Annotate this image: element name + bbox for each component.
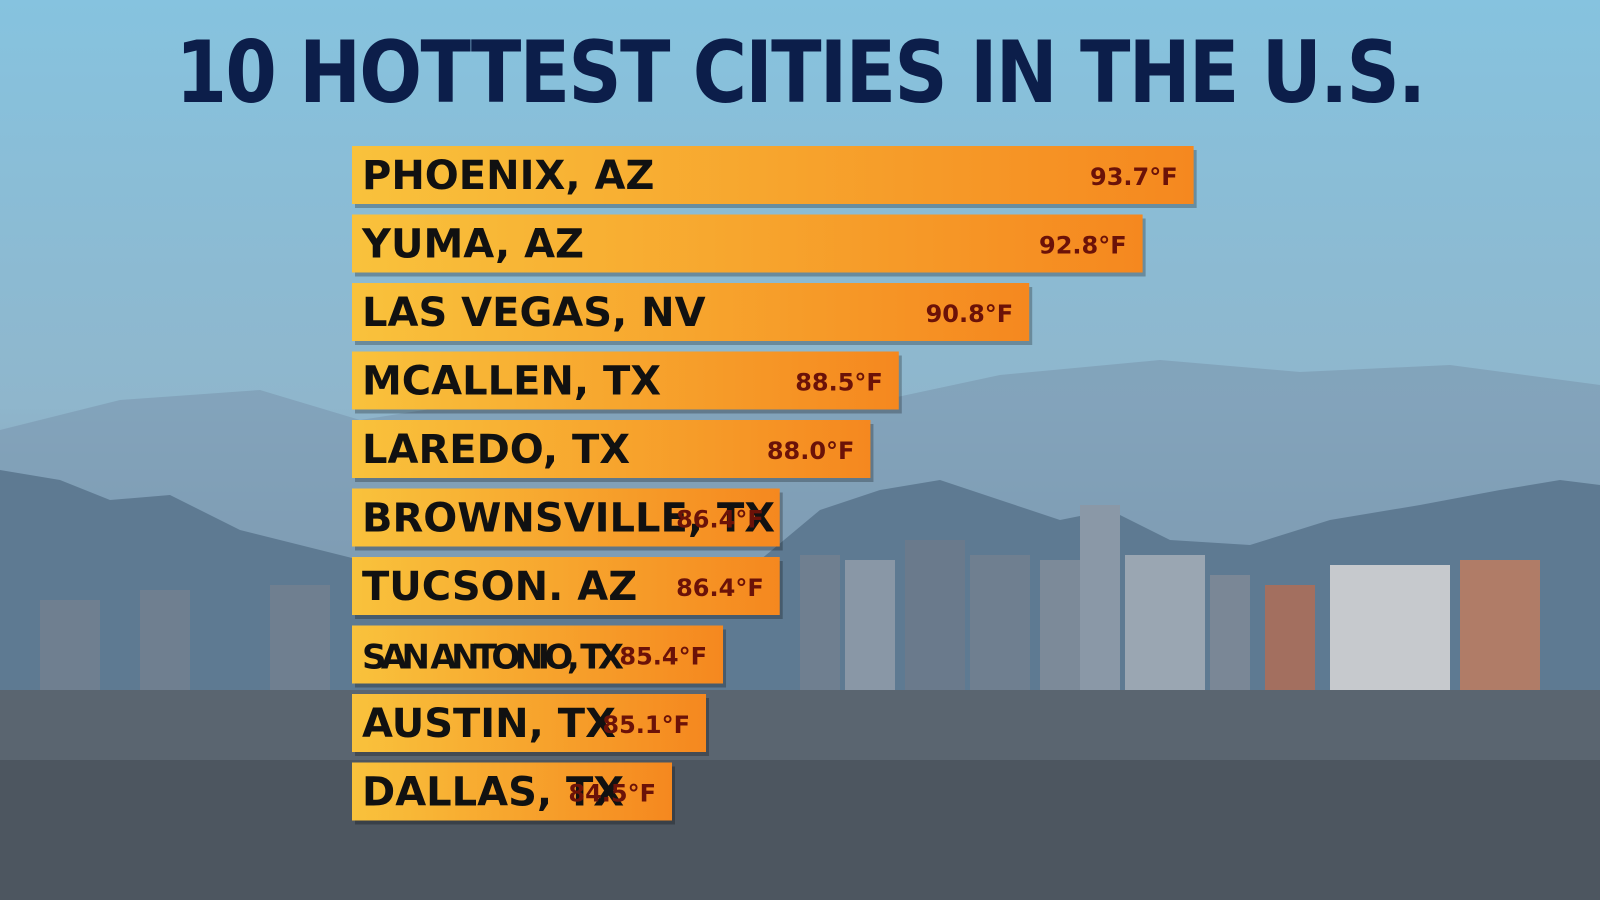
bar-value-label: 92.8°F xyxy=(1039,232,1127,260)
bar-category-label: BROWNSVILLE, TX xyxy=(362,496,775,542)
bar xyxy=(352,694,707,752)
bar-group: LAREDO, TX 88.0°F xyxy=(352,420,874,482)
bar-value-label: 93.7°F xyxy=(1090,163,1178,191)
bar xyxy=(352,557,780,615)
bar xyxy=(352,625,724,684)
bar-group: PHOENIX, AZ 93.7°F xyxy=(352,146,1197,208)
bar-group: TUCSON. AZ 86.4°F xyxy=(352,557,783,619)
bar-value-label: 86.4°F xyxy=(676,574,764,602)
bar-category-label: SAN ANTONIO, TX xyxy=(362,638,624,678)
bar-category-label: LAREDO, TX xyxy=(362,427,630,473)
bar-value-label: 88.5°F xyxy=(795,369,883,397)
bar-category-label: AUSTIN, TX xyxy=(362,701,616,747)
bar-value-label: 85.4°F xyxy=(619,643,707,671)
bar-group: MCALLEN, TX 88.5°F xyxy=(352,351,902,414)
bar xyxy=(352,283,1030,341)
bar-category-label: LAS VEGAS, NV xyxy=(362,290,706,336)
bar xyxy=(352,420,871,478)
chart-title: 10 HOTTEST CITIES IN THE U.S. xyxy=(175,23,1426,123)
bar xyxy=(352,351,899,410)
bar-group: YUMA, AZ 92.8°F xyxy=(352,214,1146,277)
bar-value-label: 84.5°F xyxy=(568,780,656,808)
bar-category-label: PHOENIX, AZ xyxy=(362,153,654,199)
bar-category-label: MCALLEN, TX xyxy=(362,359,661,405)
bar-category-label: TUCSON. AZ xyxy=(362,564,637,610)
bar xyxy=(352,488,780,547)
bar-category-label: YUMA, AZ xyxy=(361,222,584,268)
bar-value-label: 88.0°F xyxy=(767,437,855,465)
bar-category-label: DALLAS, TX xyxy=(362,770,624,816)
bar-value-label: 86.4°F xyxy=(676,506,764,534)
bar-value-label: 90.8°F xyxy=(926,300,1014,328)
bar-group: LAS VEGAS, NV 90.8°F xyxy=(352,283,1033,345)
bar xyxy=(352,762,672,821)
bar xyxy=(352,214,1143,273)
bar-value-label: 85.1°F xyxy=(602,711,690,739)
bar xyxy=(352,146,1194,204)
